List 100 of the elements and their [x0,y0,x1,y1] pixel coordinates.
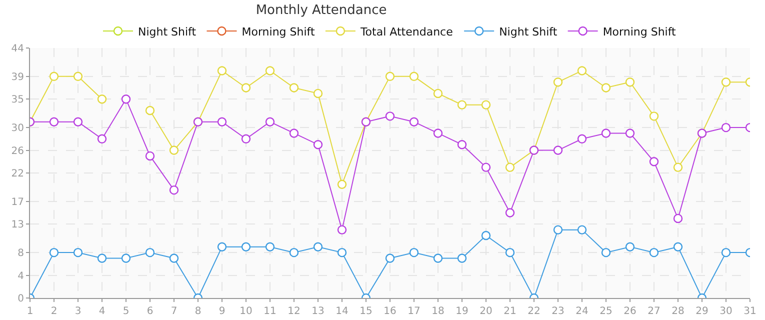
point [97,254,107,263]
point [601,128,611,138]
point [481,230,491,240]
point [337,225,347,234]
point [121,94,131,104]
point [625,77,635,87]
x-tick-label: 17 [408,306,420,317]
x-tick-label: 26 [624,306,636,317]
point [169,185,179,195]
x-tick-label: 14 [336,306,348,317]
x-tick-label: 9 [218,306,226,317]
point [265,66,275,76]
point [145,248,155,258]
point [265,242,275,252]
point [97,94,107,104]
x-tick-label: 2 [50,306,58,317]
y-tick-label: 39 [11,72,24,83]
y-tick-label: 8 [18,248,24,260]
point [481,100,491,110]
legend-label: Morning Shift [602,25,677,38]
point [409,117,419,126]
point [553,146,563,155]
point [649,248,659,258]
x-tick-label: 24 [576,306,588,317]
y-tick-label: 13 [11,220,24,231]
x-tick-label: 12 [288,306,300,317]
y-tick-label: 22 [11,168,24,180]
point [553,77,563,87]
x-tick-label: 10 [240,306,252,317]
point [505,248,515,258]
x-tick-label: 15 [360,306,372,317]
x-tick-label: 30 [720,306,732,317]
point [169,254,179,263]
point [337,180,347,189]
point [145,151,155,161]
y-tick-label: 30 [11,123,24,134]
point [721,77,731,87]
x-tick-label: 19 [456,306,468,317]
point [505,208,515,218]
point [385,112,395,121]
point [601,83,611,92]
point [457,140,467,150]
point [217,66,227,76]
x-tick-label: 5 [122,306,130,317]
point [289,248,299,258]
point [217,242,227,252]
point [385,254,395,263]
legend-label: Morning Shift [242,25,316,38]
point [313,140,323,150]
legend-label: Total Attendance [359,25,454,38]
y-tick-label: 35 [11,94,24,106]
point [673,214,683,224]
point [121,254,131,263]
point [241,242,251,252]
point [73,117,83,126]
y-tick-label: 26 [11,146,24,157]
point [169,146,179,155]
point [457,100,467,110]
chart-title: Monthly Attendance [256,2,387,18]
point [337,248,347,258]
point [49,248,59,258]
point [241,134,251,144]
point [385,72,395,82]
y-tick-label: 17 [11,196,24,208]
x-tick-label: 27 [648,306,660,317]
point [673,242,683,252]
point [601,248,611,258]
x-tick-label: 3 [74,306,82,317]
point [313,88,323,98]
x-tick-label: 28 [672,306,684,317]
point [409,248,419,258]
x-tick-label: 31 [744,306,756,317]
x-tick-label: 25 [600,306,612,317]
point [49,117,59,126]
point [625,242,635,252]
point [289,83,299,92]
point [217,117,227,126]
x-tick-label: 22 [528,306,540,317]
x-tick-label: 13 [312,306,324,317]
x-tick-label: 20 [480,306,492,317]
y-tick-label: 44 [11,44,24,54]
point [625,128,635,138]
point [721,122,731,132]
point [457,254,467,263]
point [481,162,491,172]
point [505,162,515,172]
point [73,248,83,258]
point [49,72,59,82]
point [649,112,659,121]
point [145,106,155,116]
point [289,128,299,138]
point [649,157,659,166]
x-tick-label: 16 [384,306,396,317]
x-tick-label: 4 [98,306,106,317]
x-tick-label: 18 [432,306,444,317]
point [553,225,563,234]
point [577,66,587,76]
point [409,72,419,82]
y-tick-label: 0 [18,294,24,304]
x-tick-label: 1 [26,306,34,317]
